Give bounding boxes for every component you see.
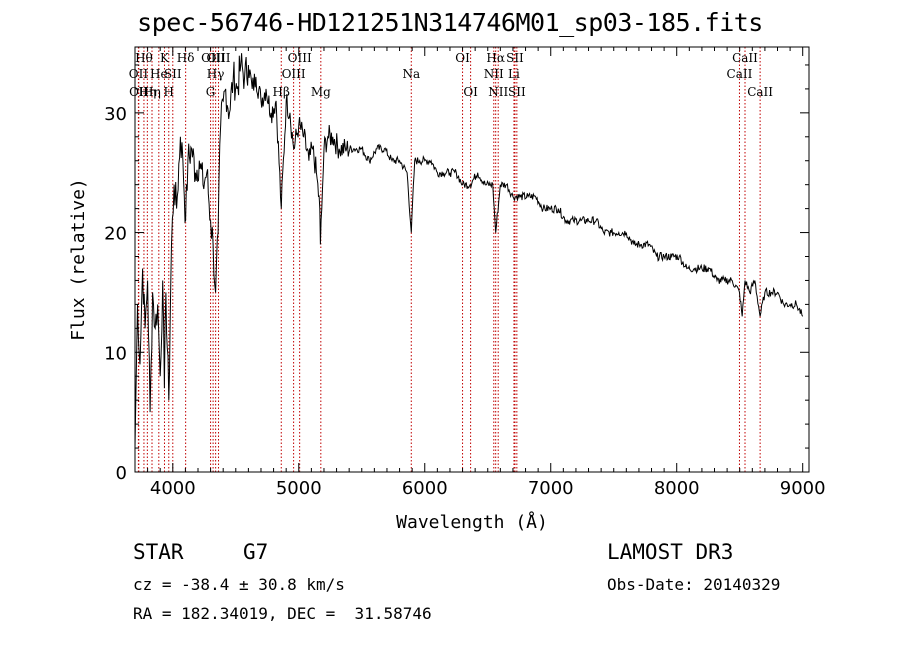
- chart-title: spec-56746-HD121251N314746M01_sp03-185.f…: [137, 8, 763, 37]
- line-label: CaII: [732, 51, 758, 65]
- line-label: H: [164, 85, 174, 99]
- line-label: Li: [508, 67, 520, 81]
- line-label: OII: [129, 85, 149, 99]
- line-label: He: [150, 67, 168, 81]
- x-tick-label: 5000: [276, 478, 322, 499]
- line-label: OI: [455, 51, 470, 65]
- y-tick-label: 10: [104, 343, 127, 364]
- line-label: OIII: [201, 51, 225, 65]
- line-label: NII: [488, 85, 508, 99]
- line-label: K: [160, 51, 170, 65]
- line-label: Hγ: [207, 67, 225, 81]
- y-axis: 0 10 20 30: [104, 64, 809, 484]
- line-label: Hα: [486, 51, 505, 65]
- line-label: Hη: [143, 85, 161, 99]
- line-label: OIII: [282, 67, 306, 81]
- x-tick-label: 4000: [150, 478, 196, 499]
- redshift-text: cz = -38.4 ± 30.8 km/s: [133, 575, 345, 594]
- x-axis: 4000 5000 6000 7000 8000 9000: [134, 47, 826, 499]
- line-label: Hβ: [273, 85, 290, 99]
- line-label: NII: [484, 67, 504, 81]
- line-label: OIII: [206, 51, 230, 65]
- line-label: CaII: [747, 85, 773, 99]
- line-label: SII: [506, 51, 524, 65]
- obs-date-text: Obs-Date: 20140329: [607, 575, 781, 594]
- y-tick-label: 30: [104, 104, 127, 125]
- x-axis-label: Wavelength (Å): [396, 511, 548, 533]
- line-label: OI: [463, 85, 478, 99]
- line-label: Mg: [311, 85, 331, 99]
- y-tick-label: 0: [116, 463, 127, 484]
- x-tick-label: 9000: [780, 478, 826, 499]
- spectrum-line: [134, 53, 804, 449]
- line-label: Na: [402, 67, 420, 81]
- line-label: G: [206, 85, 216, 99]
- coords-text: RA = 182.34019, DEC = 31.58746: [133, 604, 432, 623]
- y-tick-label: 20: [104, 224, 127, 245]
- line-label: OII: [129, 67, 149, 81]
- line-label: SII: [164, 67, 182, 81]
- x-tick-label: 8000: [654, 478, 700, 499]
- y-axis-label: Flux (relative): [68, 178, 89, 341]
- line-label: CaII: [727, 67, 753, 81]
- object-subclass: G7: [243, 540, 269, 564]
- object-class: STAR: [133, 540, 184, 564]
- plot-frame: [134, 46, 810, 473]
- line-label: OIII: [288, 51, 312, 65]
- x-tick-label: 6000: [402, 478, 448, 499]
- survey-name: LAMOST DR3: [607, 540, 734, 564]
- line-label: Hη: [139, 85, 157, 99]
- x-tick-label: 7000: [528, 478, 574, 499]
- line-label: Hθ: [135, 51, 153, 65]
- line-label: SII: [508, 85, 526, 99]
- line-label: Hδ: [177, 51, 195, 65]
